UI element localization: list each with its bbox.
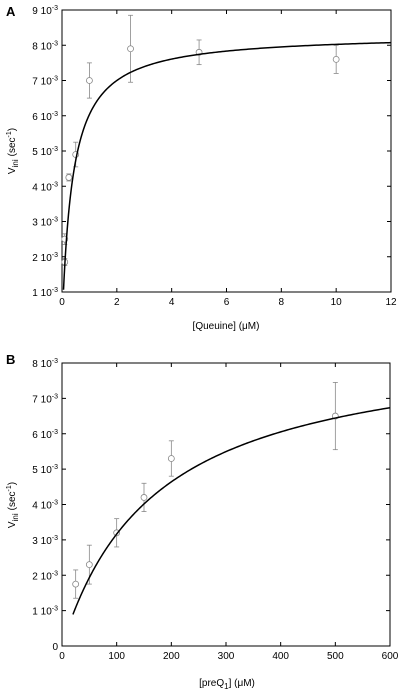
- x-axis-a: 0 2 4 6 8 10 12: [59, 10, 397, 308]
- panel-label-a: A: [6, 4, 16, 19]
- x-axis-label-a: [Queuine] (μM): [193, 321, 260, 332]
- data-point-a: [127, 45, 134, 53]
- data-point-b: [167, 455, 175, 462]
- y-axis-a: 1 10-3 2 10-3 3 10-3 4 10-3 5 10-3 6 10-3 7 10…: [32, 5, 391, 299]
- x-tick-label-a: 12: [385, 297, 397, 308]
- fit-curve-b: [72, 406, 391, 615]
- y-tick-label-a: 4 10-3: [32, 181, 58, 193]
- data-point-b: [140, 494, 148, 501]
- x-axis-label-b: [preQ1] (μM): [199, 678, 255, 691]
- data-point-a: [86, 77, 93, 84]
- x-label-pre-b: [preQ: [199, 678, 224, 689]
- y-axis-label-b: Vini (sec-1): [6, 482, 20, 528]
- y-tick-label-b: 1 10-3: [32, 606, 58, 618]
- y-tick-label-b: 6 10-3: [32, 429, 58, 441]
- x-tick-label-b: 0: [59, 651, 65, 662]
- y-label-main-a: V: [7, 167, 18, 174]
- y-label-unit-b: (sec: [7, 491, 18, 510]
- x-tick-label-a: 0: [59, 297, 65, 308]
- y-tick-label-a: 7 10-3: [32, 76, 58, 88]
- y-label-unit-a: (sec: [7, 137, 18, 156]
- x-axis-b: 0 100 200 300 400 500 600: [59, 363, 399, 662]
- y-tick-label-b: 2 10-3: [32, 570, 58, 582]
- y-tick-label-a: 5 10-3: [32, 146, 58, 158]
- x-tick-label-a: 2: [114, 297, 120, 308]
- x-tick-label-a: 10: [331, 297, 343, 308]
- data-point-b: [72, 580, 80, 588]
- y-label-sub-a: ini: [11, 159, 20, 167]
- x-tick-label-b: 300: [218, 651, 235, 662]
- y-label-sub-b: ini: [11, 513, 20, 521]
- panel-b: B 0 100 200 300 400 500 600 0 1 10-3 2 10-3 3 10-…: [6, 352, 399, 691]
- panel-a: A 0 2 4 6 8 10 12 1 10-3 2 10-3 3 10-3 4 10-3 5 10…: [6, 4, 397, 332]
- x-tick-label-a: 4: [169, 297, 175, 308]
- x-tick-label-b: 600: [382, 651, 399, 662]
- y-tick-label-b: 3 10-3: [32, 535, 58, 547]
- x-tick-label-b: 500: [327, 651, 344, 662]
- y-tick-label-a: 2 10-3: [32, 252, 58, 264]
- data-point-a: [332, 55, 340, 63]
- data-point-b: [85, 561, 93, 569]
- y-label-unit-sup-b: -1: [6, 485, 13, 491]
- x-tick-label-b: 100: [108, 651, 125, 662]
- plot-frame-b: [61, 362, 391, 647]
- y-tick-label-b: 0: [52, 642, 58, 653]
- data-points-a: [61, 14, 392, 290]
- x-label-post-b: ] (μM): [229, 678, 255, 689]
- y-tick-label-b: 7 10-3: [32, 393, 58, 405]
- data-point-a: [65, 174, 73, 181]
- y-tick-label-a: 3 10-3: [32, 217, 58, 229]
- y-label-main-b: V: [7, 521, 18, 528]
- y-axis-label-a: Vini (sec-1): [6, 128, 20, 174]
- y-tick-label-b: 8 10-3: [32, 358, 58, 370]
- y-label-unit-sup-a: -1: [6, 131, 13, 137]
- x-tick-label-b: 200: [163, 651, 180, 662]
- y-tick-label-b: 4 10-3: [32, 500, 58, 512]
- y-tick-label-a: 6 10-3: [32, 111, 58, 123]
- y-axis-b: 0 1 10-3 2 10-3 3 10-3 4 10-3 5 10-3 6 10-3 7 1…: [32, 358, 390, 653]
- y-tick-label-a: 1 10-3: [32, 287, 58, 299]
- y-label-unit-post-b: ): [7, 482, 18, 485]
- data-points-b: [72, 382, 391, 615]
- y-tick-label-b: 5 10-3: [32, 464, 58, 476]
- x-tick-label-a: 6: [224, 297, 230, 308]
- x-tick-label-b: 400: [272, 651, 289, 662]
- y-tick-label-a: 8 10-3: [32, 40, 58, 52]
- x-label-sub-b: 1: [224, 682, 229, 691]
- panel-label-b: B: [6, 352, 15, 367]
- y-tick-label-a: 9 10-3: [32, 5, 58, 17]
- fit-curve-a: [62, 41, 392, 290]
- plot-frame-a: [61, 9, 392, 293]
- x-tick-label-a: 8: [279, 297, 285, 308]
- y-label-unit-post-a: ): [7, 128, 18, 131]
